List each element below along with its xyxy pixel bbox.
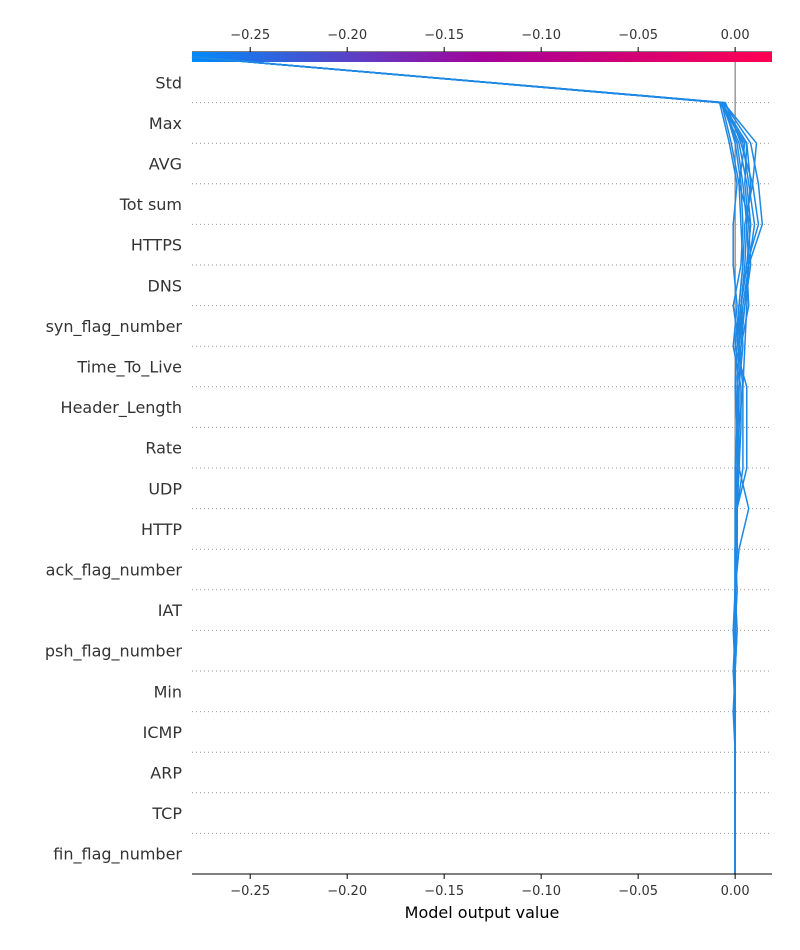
bottom-tick-label: −0.15 [424, 884, 464, 899]
top-axis: −0.25 −0.20 −0.15 −0.10 −0.05 0.00 [192, 28, 772, 53]
feature-label: TCP [151, 804, 182, 823]
feature-label: fin_flag_number [53, 845, 182, 865]
bottom-axis: −0.25 −0.20 −0.15 −0.10 −0.05 0.00 [192, 873, 772, 899]
decision-line-4 [191, 56, 742, 874]
feature-label: Std [155, 73, 182, 92]
feature-label: Min [154, 682, 182, 701]
bottom-tick-label: −0.25 [230, 884, 270, 899]
feature-label: ack_flag_number [46, 561, 183, 581]
feature-label: Time_To_Live [76, 358, 182, 378]
x-axis-title: Model output value [405, 903, 560, 922]
decision-line-1 [191, 56, 752, 874]
top-tick-label: −0.25 [230, 28, 270, 43]
feature-label: Header_Length [61, 398, 182, 418]
feature-label: syn_flag_number [46, 317, 183, 337]
feature-label: HTTPS [131, 236, 182, 255]
feature-label: ARP [150, 764, 182, 783]
feature-label: ICMP [143, 723, 183, 742]
feature-label: Max [149, 114, 182, 133]
bottom-tick-label: −0.20 [327, 884, 367, 899]
bottom-tick-label: 0.00 [721, 884, 750, 899]
decision-line-9 [191, 56, 746, 874]
feature-label: HTTP [141, 520, 182, 539]
top-tick-label: 0.00 [721, 28, 750, 43]
row-separators [192, 102, 772, 834]
decision-lines [191, 56, 764, 874]
decision-line-11 [191, 56, 760, 874]
top-tick-label: −0.15 [424, 28, 464, 43]
feature-label: Tot sum [119, 195, 182, 214]
feature-label: AVG [149, 155, 182, 174]
feature-label: DNS [148, 276, 182, 295]
decision-line-7 [191, 56, 744, 874]
decision-line-3 [191, 56, 750, 874]
bottom-tick-label: −0.10 [521, 884, 561, 899]
top-tick-label: −0.20 [327, 28, 367, 43]
bottom-tick-label: −0.05 [618, 884, 658, 899]
decision-line-12 [191, 56, 752, 874]
top-tick-label: −0.05 [618, 28, 658, 43]
decision-line-6 [191, 56, 756, 874]
decision-line-10 [191, 56, 752, 874]
colorbar [192, 52, 772, 62]
top-tick-label: −0.10 [521, 28, 561, 43]
decision-line-8 [191, 56, 752, 874]
feature-label: IAT [158, 601, 182, 620]
feature-label: psh_flag_number [45, 642, 183, 662]
feature-labels: Std Max AVG Tot sum HTTPS DNS syn_flag_number T… [45, 73, 183, 864]
feature-label: UDP [148, 479, 182, 498]
feature-label: Rate [145, 439, 182, 458]
decision-line-2 [191, 56, 764, 874]
decision-line-5 [191, 56, 754, 874]
